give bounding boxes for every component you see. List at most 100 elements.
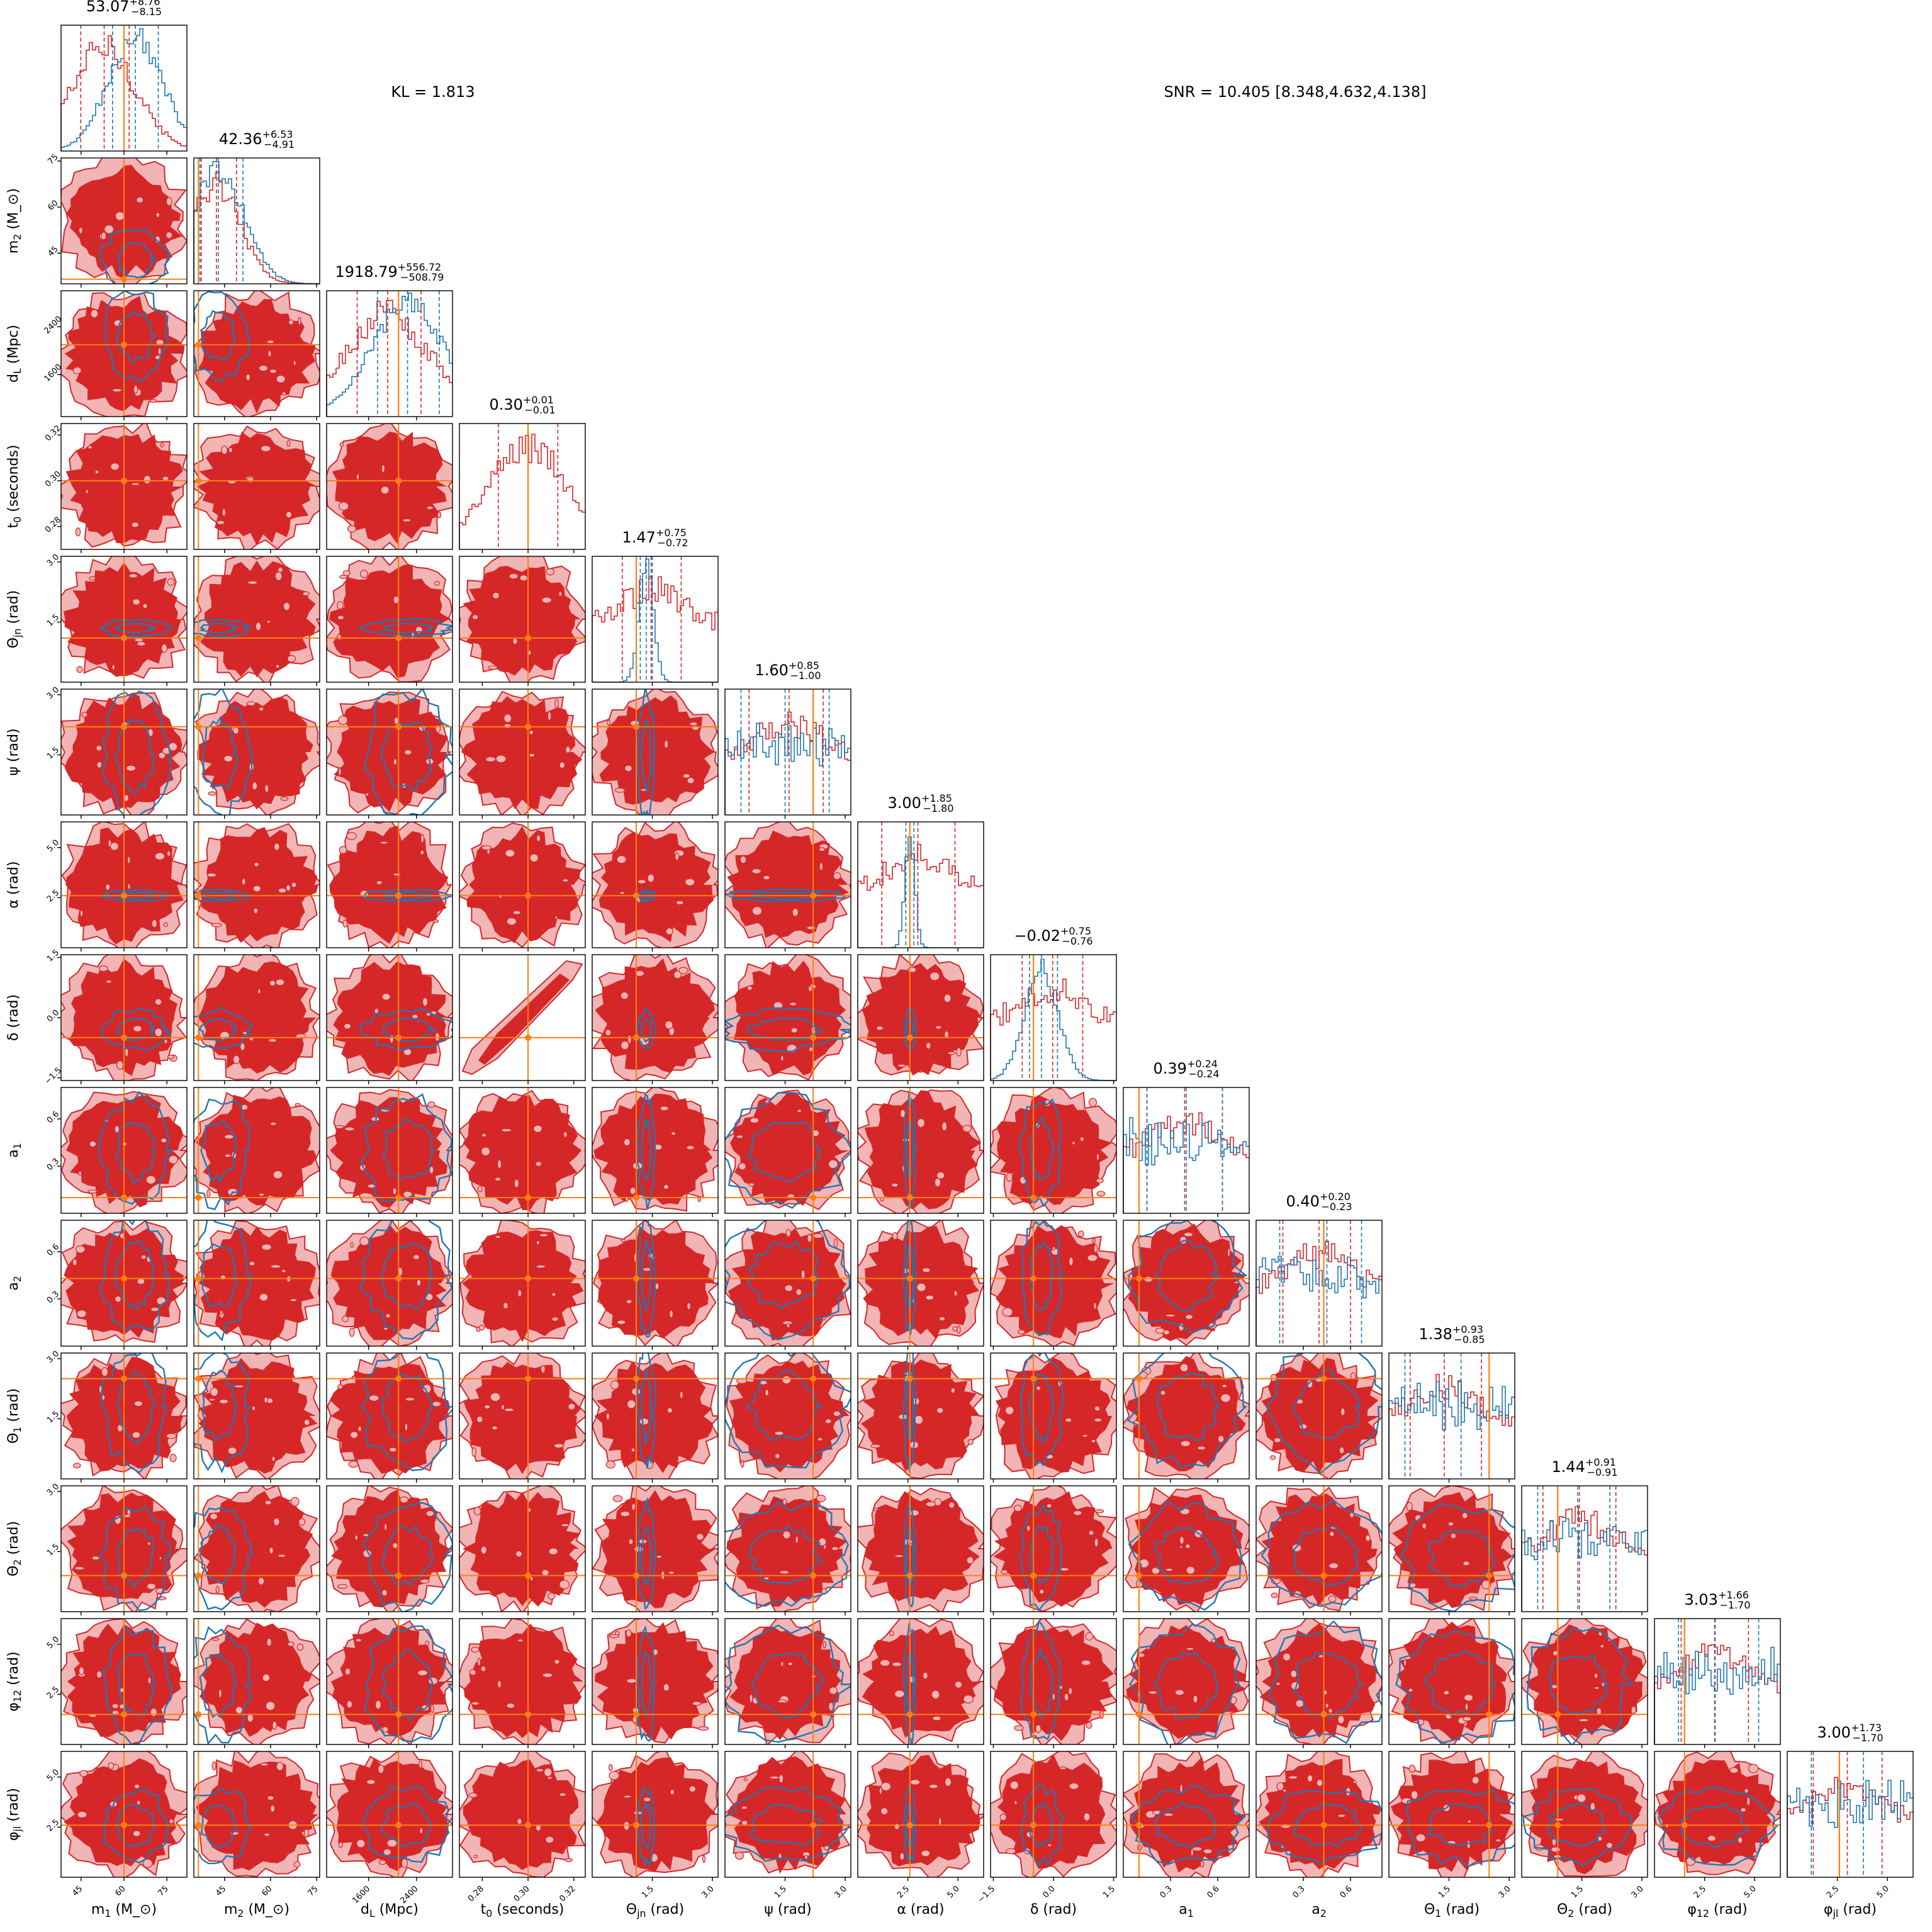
panel-a1-vs-t0 xyxy=(459,1087,586,1214)
panel-alpha-vs-theta_jn xyxy=(592,821,719,948)
x-axis-label-a2: a2 xyxy=(1311,1902,1327,1919)
panel-delta-vs-t0 xyxy=(459,954,586,1081)
panel-theta2-vs-delta xyxy=(990,1485,1117,1612)
contour-set-b xyxy=(201,1804,238,1849)
contour-set-b xyxy=(381,1373,434,1443)
title-phi_jl: 3.00+1.73 −1.70 xyxy=(1817,1722,1884,1744)
panel-theta_jn-vs-m2 xyxy=(193,556,320,683)
panel-a1-vs-theta_jn xyxy=(592,1087,719,1214)
contour-set-b xyxy=(725,1220,851,1340)
panel-psi-vs-m1 xyxy=(60,688,188,816)
truth-marker xyxy=(810,1375,817,1382)
panel-phi_jl-vs-m2 xyxy=(193,1751,320,1878)
histogram-set-b xyxy=(1255,1255,1382,1346)
contour-set-b xyxy=(115,1240,155,1311)
panel-frame xyxy=(459,556,586,683)
panel-frame xyxy=(592,1352,719,1480)
credible-region-inner xyxy=(198,1357,318,1474)
truth-marker xyxy=(1030,1194,1037,1201)
panel-frame xyxy=(1521,1618,1648,1745)
contour-set-b xyxy=(1293,1651,1365,1719)
histogram-set-b xyxy=(1654,1646,1780,1744)
x-axis-label-delta: δ (rad) xyxy=(1030,1902,1077,1918)
panel-frame xyxy=(1123,1087,1250,1214)
x-tick-label: 0.3 xyxy=(1158,1884,1174,1900)
y-tick-label: 0.6 xyxy=(45,1242,61,1258)
contour-set-b xyxy=(750,1652,824,1719)
panel-frame xyxy=(326,1087,453,1214)
panel-a2-vs-a1 xyxy=(1123,1220,1250,1347)
panel-a2-vs-t0 xyxy=(459,1220,586,1347)
contour-set-b xyxy=(194,291,250,383)
truth-marker xyxy=(525,1194,532,1201)
credible-region-inner xyxy=(198,1491,313,1608)
contour-set-b xyxy=(380,1242,435,1310)
title-a1: 0.39+0.24 −0.24 xyxy=(1154,1058,1220,1080)
y-tick-label: 3.0 xyxy=(45,1349,61,1365)
y-tick-label: 3.0 xyxy=(45,553,61,568)
panel-frame xyxy=(1388,1751,1515,1878)
title-delta: −0.02+0.75 −0.76 xyxy=(1014,925,1092,947)
panel-frame xyxy=(193,688,320,816)
y-tick-label: 0.28 xyxy=(43,515,63,535)
x-axis-label-phi12: φ12 (rad) xyxy=(1687,1902,1747,1919)
panel-frame xyxy=(193,1751,320,1878)
panel-t0-vs-m1 xyxy=(60,423,188,550)
histogram-set-b xyxy=(724,722,851,815)
panel-frame xyxy=(459,1220,586,1347)
histogram-set-b xyxy=(326,292,452,417)
panel-frame xyxy=(1388,1352,1515,1480)
truth-marker xyxy=(1136,1711,1142,1718)
credible-region-inner xyxy=(198,961,317,1074)
y-axis-label-psi: ψ (rad) xyxy=(6,728,21,775)
truth-marker xyxy=(633,1822,640,1829)
credible-region-inner xyxy=(862,1626,982,1738)
contour-set-b xyxy=(636,1786,657,1868)
panel-t0-vs-dL xyxy=(326,423,453,550)
panel-theta2-vs-dL xyxy=(326,1485,453,1612)
panel-a1-vs-delta xyxy=(990,1087,1117,1214)
credible-region-inner xyxy=(1129,1756,1247,1873)
contour-set-b xyxy=(116,1527,155,1588)
truth-marker xyxy=(1136,1275,1142,1282)
y-tick-label: 2.5 xyxy=(45,888,61,904)
contour-set-b xyxy=(746,1016,824,1042)
contour-set-b xyxy=(104,291,169,383)
panel-phi12-vs-m1 xyxy=(60,1618,188,1745)
contour-set-b xyxy=(640,1238,652,1311)
panel-a1-vs-alpha xyxy=(857,1087,984,1214)
y-axis-label-t0: t0 (seconds) xyxy=(6,445,23,529)
credible-region-inner xyxy=(728,1228,847,1341)
panel-frame xyxy=(326,1485,453,1612)
panel-frame xyxy=(193,157,320,284)
panel-alpha-vs-m2 xyxy=(193,821,320,948)
truth-marker xyxy=(906,1572,913,1579)
panel-frame xyxy=(1521,1751,1648,1878)
contour-set-b xyxy=(641,1018,652,1043)
truth-marker xyxy=(906,1822,913,1829)
credible-region-inner xyxy=(198,299,316,414)
contour-set-b xyxy=(362,1502,452,1612)
y-tick-label: 1.5 xyxy=(45,612,61,628)
credible-region-inner xyxy=(461,696,583,810)
panel-frame xyxy=(1123,1352,1250,1480)
panel-frame xyxy=(1388,1485,1515,1612)
truth-marker xyxy=(1554,1711,1561,1718)
truth-marker xyxy=(525,634,532,641)
contour-set-b xyxy=(902,1353,917,1472)
panel-frame xyxy=(857,1751,984,1878)
y-tick-label: 3.0 xyxy=(45,685,61,701)
contour-set-b xyxy=(116,1371,155,1445)
x-axis-label-m1: m1 (M_⊙) xyxy=(91,1902,157,1919)
truth-marker xyxy=(525,892,532,899)
truth-marker xyxy=(121,634,127,641)
contour-set-b xyxy=(359,1008,452,1052)
truth-marker xyxy=(395,1034,402,1041)
panel-phi12-vs-alpha xyxy=(857,1618,984,1745)
histogram-set-a xyxy=(1787,1777,1913,1877)
histogram-set-b xyxy=(1787,1780,1913,1877)
histogram-set-a xyxy=(990,979,1116,1081)
y-tick-label: 45 xyxy=(46,245,60,259)
credible-region-inner xyxy=(198,1226,316,1341)
